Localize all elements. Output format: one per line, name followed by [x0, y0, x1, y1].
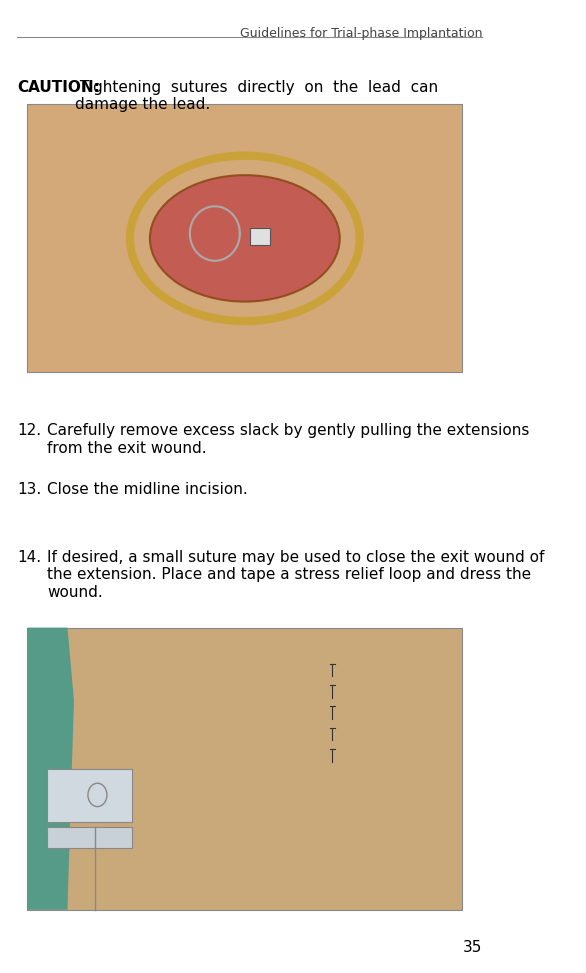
- Text: Close the midline incision.: Close the midline incision.: [47, 482, 248, 496]
- Text: 12.: 12.: [18, 423, 42, 438]
- Polygon shape: [28, 628, 74, 910]
- FancyBboxPatch shape: [28, 628, 462, 910]
- Text: Carefully remove excess slack by gently pulling the extensions
from the exit wou: Carefully remove excess slack by gently …: [47, 423, 530, 455]
- FancyBboxPatch shape: [47, 827, 132, 848]
- FancyBboxPatch shape: [28, 104, 462, 372]
- Text: 13.: 13.: [18, 482, 42, 496]
- FancyBboxPatch shape: [47, 769, 132, 822]
- Text: 14.: 14.: [18, 550, 42, 564]
- Ellipse shape: [150, 175, 340, 302]
- Text: Tightening  sutures  directly  on  the  lead  can
damage the lead.: Tightening sutures directly on the lead …: [75, 80, 438, 112]
- Text: CAUTION:: CAUTION:: [18, 80, 100, 94]
- Text: 35: 35: [463, 941, 482, 955]
- FancyBboxPatch shape: [250, 228, 270, 245]
- Text: Guidelines for Trial-phase Implantation: Guidelines for Trial-phase Implantation: [240, 27, 482, 40]
- Text: If desired, a small suture may be used to close the exit wound of
the extension.: If desired, a small suture may be used t…: [47, 550, 545, 599]
